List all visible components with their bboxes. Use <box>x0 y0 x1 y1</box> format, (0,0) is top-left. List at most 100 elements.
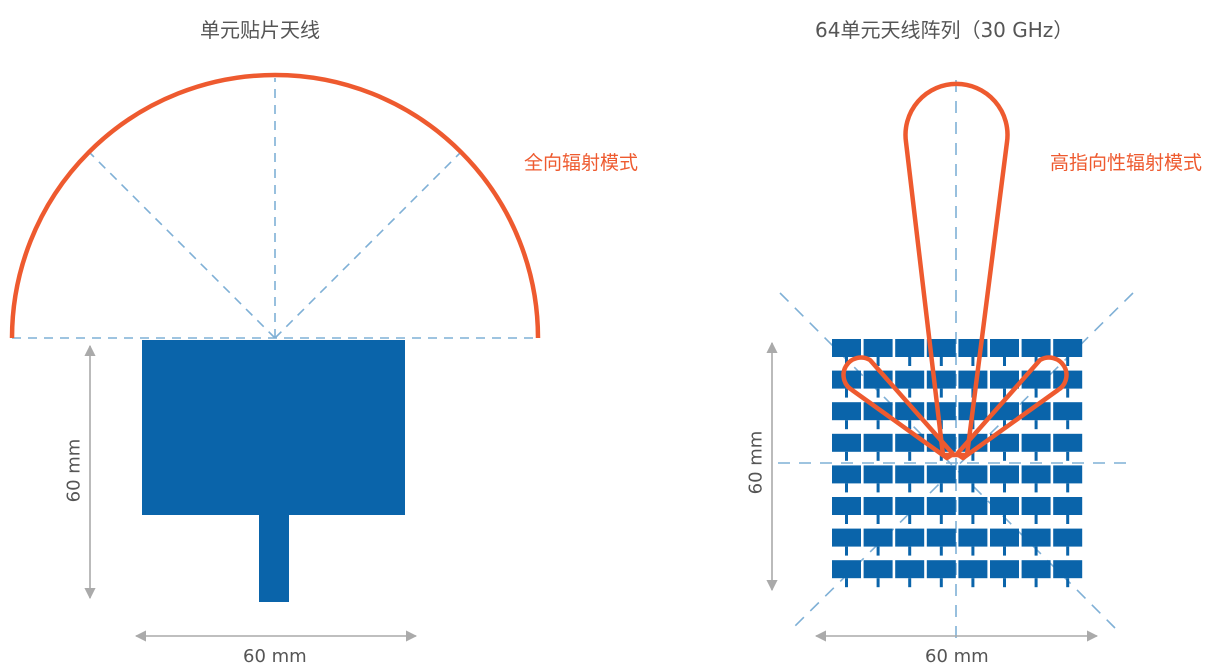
array-patch <box>832 497 861 515</box>
array-patch <box>1021 465 1051 484</box>
array-feed <box>1003 357 1006 366</box>
array-feed <box>1034 578 1038 588</box>
array-patch <box>832 560 861 579</box>
omnidirectional-label: 全向辐射模式 <box>524 152 639 174</box>
array-feed <box>1066 483 1070 493</box>
array-feed <box>1066 451 1070 461</box>
array-patch <box>1021 402 1051 421</box>
array-patch <box>895 370 925 389</box>
array-feed <box>1003 515 1006 524</box>
left-ray-45-right <box>274 151 462 339</box>
right-height-label: 60 mm <box>745 430 767 495</box>
feed-line <box>259 514 289 602</box>
array-patch <box>990 497 1019 515</box>
array-feed <box>908 515 912 524</box>
array-feed <box>1066 388 1070 398</box>
array-patch <box>1021 560 1051 579</box>
array-feed <box>876 357 880 366</box>
array-feed <box>939 357 943 366</box>
array-feed <box>939 483 943 493</box>
array-feed <box>1066 357 1070 366</box>
array-patch <box>958 497 988 515</box>
array-patch <box>1053 402 1083 421</box>
array-patch <box>958 560 988 579</box>
array-feed <box>939 388 943 398</box>
array-patch <box>1021 339 1051 357</box>
array-feed <box>845 451 848 461</box>
array-feed <box>845 357 848 366</box>
array-feed <box>1034 515 1038 524</box>
array-patch <box>926 402 956 421</box>
array-feed <box>845 546 848 556</box>
array-feed <box>1066 578 1070 588</box>
array-patch <box>832 528 861 547</box>
array-patch <box>926 339 956 357</box>
array-patch <box>1053 433 1083 452</box>
array-feed <box>908 420 912 430</box>
array-feed <box>845 515 848 524</box>
array-feed <box>845 578 848 588</box>
right-width-label: 60 mm <box>925 646 989 667</box>
array-feed <box>1003 388 1006 398</box>
array-patch <box>990 465 1019 484</box>
array-patch <box>863 339 893 357</box>
right-dimension-arrows <box>766 341 1099 642</box>
array-feed <box>971 451 975 461</box>
array-patch <box>863 497 893 515</box>
array-feed <box>876 515 880 524</box>
array-feed <box>971 515 975 524</box>
array-patch <box>958 528 988 547</box>
array-patch <box>895 528 925 547</box>
left-width-label: 60 mm <box>243 646 307 667</box>
array-feed <box>845 483 848 493</box>
left-ray-45-left <box>88 151 276 339</box>
array-patch <box>990 370 1019 389</box>
array-feed <box>971 483 975 493</box>
left-dimension-arrows <box>84 344 418 642</box>
array-patch <box>1053 339 1083 357</box>
array-feed <box>908 546 912 556</box>
right-diagram-title: 64单元天线阵列（30 GHz） <box>815 18 1074 42</box>
array-feed <box>1034 451 1038 461</box>
array-feed <box>908 388 912 398</box>
array-patch <box>863 560 893 579</box>
array-feed <box>971 357 975 366</box>
array-patch <box>832 433 861 452</box>
side-lobe-right <box>954 355 1069 461</box>
array-patch <box>895 465 925 484</box>
array-feed <box>1066 420 1070 430</box>
array-feed <box>939 546 943 556</box>
array-patch <box>895 497 925 515</box>
array-feed <box>1003 451 1006 461</box>
array-patch <box>1021 497 1051 515</box>
array-patch <box>832 370 861 389</box>
array-patch <box>990 528 1019 547</box>
array-patch <box>832 465 861 484</box>
array-feed <box>876 546 880 556</box>
side-lobe-left <box>841 355 956 461</box>
array-patch <box>1053 560 1083 579</box>
array-feed <box>1066 546 1070 556</box>
left-diagram-title: 单元贴片天线 <box>200 18 320 42</box>
array-feed <box>876 578 880 588</box>
omnidirectional-pattern <box>9 72 541 339</box>
antenna-array <box>832 339 1083 588</box>
array-feed <box>1066 515 1070 524</box>
array-feed <box>1034 483 1038 493</box>
single-patch-antenna <box>142 340 405 602</box>
array-patch <box>990 339 1019 357</box>
array-patch <box>1053 528 1083 547</box>
patch-element <box>142 340 405 515</box>
array-feed <box>1003 578 1006 588</box>
array-patch <box>990 433 1019 452</box>
array-feed <box>876 451 880 461</box>
array-patch <box>990 560 1019 579</box>
array-feed <box>1003 546 1006 556</box>
directional-pattern <box>841 81 1069 461</box>
array-feed <box>1034 388 1038 398</box>
array-feed <box>971 546 975 556</box>
array-feed <box>939 515 943 524</box>
array-patch <box>958 370 988 389</box>
array-feed <box>908 357 912 366</box>
array-feed <box>876 388 880 398</box>
